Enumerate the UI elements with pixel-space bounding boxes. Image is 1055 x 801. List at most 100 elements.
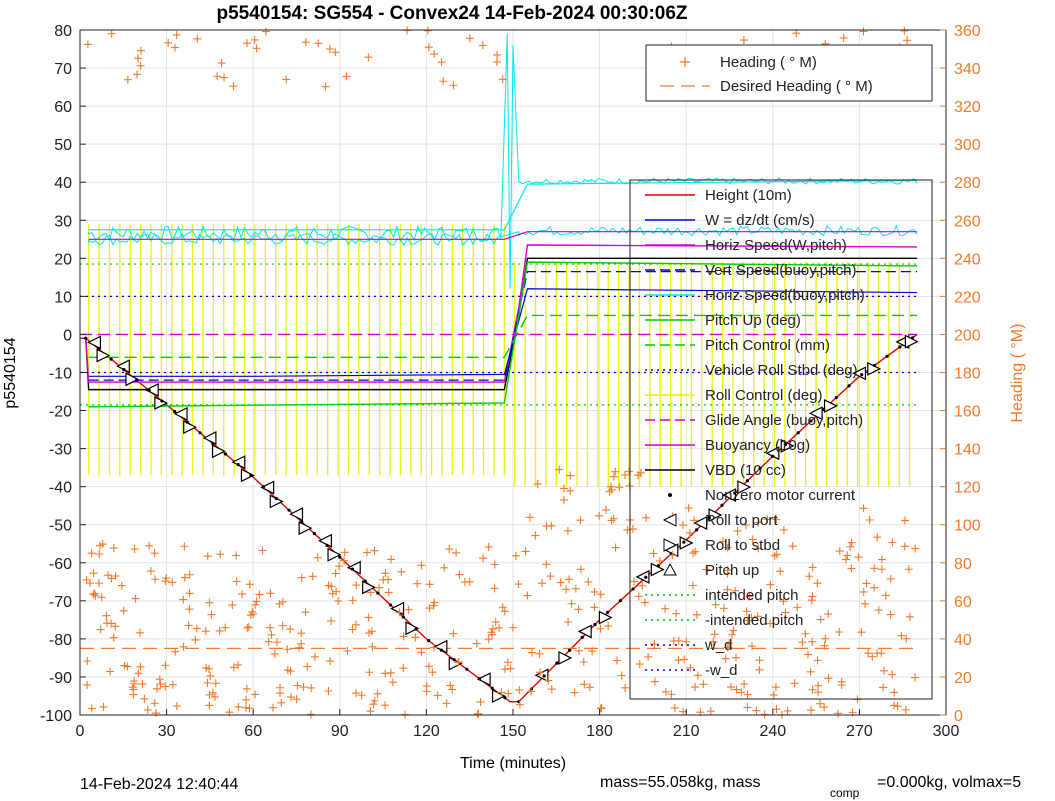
motor-current-dot bbox=[376, 591, 380, 595]
motor-current-dot bbox=[885, 354, 889, 358]
roll-to-port-marker bbox=[722, 488, 737, 503]
motor-current-dot bbox=[350, 567, 355, 571]
y-axis-ticks: -100-90-80-70-60-50-40-30-20-10010203040… bbox=[40, 23, 86, 725]
motor-current-dot bbox=[452, 658, 456, 662]
motor-current-dot bbox=[822, 407, 826, 411]
motor-current-dot bbox=[796, 431, 800, 435]
legend-label: VBD (10 cc) bbox=[705, 462, 786, 479]
horiz-speed-noise bbox=[88, 224, 918, 246]
motor-current-dot bbox=[414, 627, 418, 631]
y-tick-label: 30 bbox=[54, 213, 72, 230]
motor-current-dot bbox=[606, 610, 610, 615]
roll-to-port-marker bbox=[289, 507, 304, 522]
x-tick-label: 240 bbox=[759, 723, 786, 740]
motor-current-dot bbox=[389, 603, 393, 607]
series-line bbox=[88, 231, 918, 240]
motor-current-dot bbox=[720, 503, 724, 507]
roll-to-port-marker bbox=[390, 601, 405, 616]
roll-control-trace bbox=[87, 224, 911, 487]
legend-label: Vehicle Roll Stbd (deg) bbox=[705, 362, 858, 379]
x-tick-label: 60 bbox=[244, 723, 262, 740]
motor-current-dot bbox=[427, 639, 431, 643]
legend-main-box bbox=[629, 179, 933, 700]
legend-label: Horiz Speed(buoy,pitch) bbox=[705, 287, 865, 304]
motor-current-dot bbox=[860, 373, 864, 377]
motor-current-dot bbox=[300, 520, 304, 524]
motor-current-dot bbox=[109, 357, 113, 361]
legend-label: -intended pitch bbox=[705, 612, 803, 629]
y-tick-label: -10 bbox=[49, 366, 72, 383]
y-tick-label: -50 bbox=[49, 518, 72, 535]
x-axis-ticks: 0 30 60 90 120 150 180 210 240 270 300 bbox=[76, 709, 959, 740]
roll-to-port-marker bbox=[318, 533, 332, 548]
motor-current-dot bbox=[84, 336, 88, 340]
motor-current-dot bbox=[555, 661, 559, 665]
right-tick-label: 160 bbox=[954, 404, 981, 421]
roll-to-stbd-marker bbox=[558, 650, 573, 665]
series-line bbox=[88, 271, 918, 381]
right-tick-label: 180 bbox=[954, 366, 981, 383]
right-tick-label: 80 bbox=[954, 556, 972, 573]
y-tick-label: -80 bbox=[49, 632, 72, 649]
motor-current-dot bbox=[898, 345, 902, 349]
roll-to-port-marker bbox=[173, 406, 188, 421]
right-tick-label: 220 bbox=[954, 289, 981, 306]
motor-current-dot bbox=[542, 674, 546, 678]
motor-current-dot bbox=[872, 363, 877, 368]
roll-to-port-marker bbox=[144, 382, 159, 397]
motor-current-dot bbox=[439, 648, 444, 652]
series-line bbox=[88, 288, 918, 377]
footer-mass-sub: comp bbox=[830, 786, 860, 800]
y-tick-label: 20 bbox=[54, 251, 72, 268]
roll-to-stbd-marker bbox=[96, 348, 111, 363]
motor-current-dot bbox=[122, 368, 126, 372]
x-tick-label: 120 bbox=[413, 723, 440, 740]
right-tick-label: 120 bbox=[954, 480, 981, 497]
footer-volmax: =0.000kg, volmax=5 bbox=[877, 774, 1021, 791]
right-tick-label: 320 bbox=[954, 99, 981, 116]
motor-current-dot bbox=[745, 479, 749, 483]
x-tick-label: 150 bbox=[500, 723, 527, 740]
right-tick-label: 200 bbox=[954, 327, 981, 344]
motor-current-dot bbox=[618, 599, 622, 603]
right-tick-label: 340 bbox=[954, 61, 981, 78]
y-tick-label: 70 bbox=[54, 61, 72, 78]
roll-to-port-marker bbox=[202, 431, 217, 445]
motor-current-dot bbox=[147, 388, 151, 393]
y-tick-label: -40 bbox=[49, 480, 72, 497]
y-tick-label: -70 bbox=[49, 594, 72, 611]
y-tick-label: 80 bbox=[54, 23, 72, 40]
roll-to-stbd-marker bbox=[780, 438, 795, 453]
motor-current-dot bbox=[198, 431, 202, 435]
right-tick-label: 0 bbox=[954, 708, 963, 725]
legend-label: Pitch Up (deg) bbox=[705, 312, 801, 329]
legend-swatch bbox=[663, 538, 678, 552]
y-axis-label: p5540154 bbox=[2, 337, 19, 408]
roll-to-stbd-marker bbox=[737, 480, 752, 495]
footer-timestamp: 14-Feb-2024 12:40:44 bbox=[80, 776, 238, 793]
motor-current-dot bbox=[274, 496, 278, 501]
legend-label: Vert Speed(buoy,pitch) bbox=[705, 262, 856, 279]
motor-current-dot bbox=[834, 396, 838, 400]
roll-to-stbd-marker bbox=[183, 420, 198, 435]
y-tick-label: -30 bbox=[49, 442, 72, 459]
legend-label: intended pitch bbox=[705, 587, 798, 604]
motor-current-dot bbox=[96, 347, 101, 351]
legend-heading-swatch bbox=[680, 57, 690, 67]
motor-current-dot bbox=[363, 579, 367, 583]
motor-current-dot bbox=[134, 378, 139, 382]
motor-current-dot bbox=[593, 622, 597, 627]
legend-label: Nonzero motor current bbox=[705, 487, 856, 504]
motor-current-dot bbox=[631, 587, 635, 591]
right-tick-label: 100 bbox=[954, 518, 981, 535]
legend-swatch bbox=[668, 493, 672, 497]
x-tick-label: 270 bbox=[846, 723, 873, 740]
chart-title: p5540154: SG554 - Convex24 14-Feb-2024 0… bbox=[216, 3, 687, 24]
x-tick-label: 90 bbox=[331, 723, 349, 740]
y-tick-label: -100 bbox=[40, 708, 72, 725]
motor-current-dot bbox=[567, 648, 572, 652]
x-tick-label: 210 bbox=[673, 723, 700, 740]
roll-to-stbd-marker bbox=[240, 468, 255, 483]
motor-current-dot bbox=[847, 384, 851, 388]
